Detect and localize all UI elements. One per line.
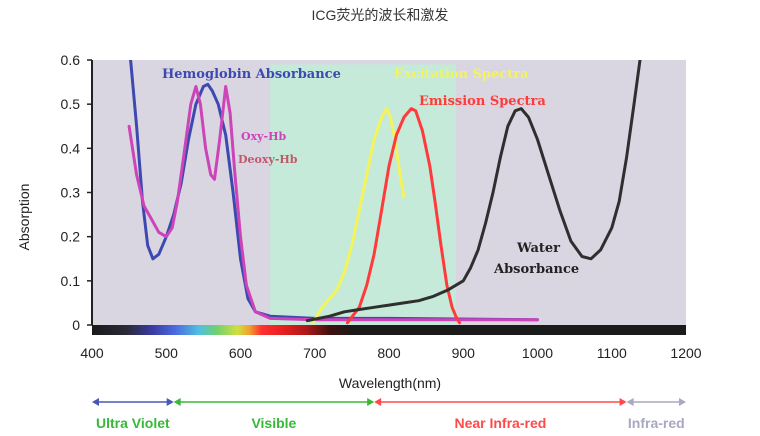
series-line-oxy-hb: [127, 85, 539, 322]
region-arrowhead-right: [166, 398, 174, 406]
region-arrowhead-right: [619, 398, 627, 406]
x-axis-label: Wavelength(nm): [339, 375, 441, 391]
y-tick-label: 0.1: [61, 273, 81, 289]
region-ultra-violet: Ultra Violet: [92, 398, 174, 431]
y-tick-label: 0.3: [61, 185, 81, 201]
region-arrowhead-left: [626, 398, 634, 406]
series-label-hemoglobin-absorbance: Hemoglobin Absorbance: [162, 67, 341, 82]
x-tick-label: 400: [80, 345, 104, 361]
annotation-deoxy-hb: Deoxy-Hb: [238, 153, 298, 166]
region-label: Near Infra-red: [454, 415, 546, 431]
x-tick-label: 900: [452, 345, 476, 361]
region-arrowhead-left: [173, 398, 181, 406]
region-near-infra-red: Near Infra-red: [374, 398, 627, 431]
region-infra-red: Infra-red: [626, 398, 686, 431]
series-label-excitation-spectra: Excitation Spectra: [394, 67, 529, 82]
region-label: Ultra Violet: [96, 415, 170, 431]
x-tick-label: 1000: [522, 345, 553, 361]
series-label-emission-spectra: Emission Spectra: [419, 94, 546, 109]
x-tick-label: 500: [155, 345, 179, 361]
series-line-water-absorbance: [305, 60, 642, 323]
y-tick-label: 0.2: [61, 229, 81, 245]
annotation-water: Water: [516, 241, 560, 256]
region-arrowhead-left: [92, 398, 99, 406]
annotation-oxy-hb: Oxy-Hb: [241, 130, 286, 143]
x-tick-label: 600: [229, 345, 253, 361]
spectrum-bar: [92, 325, 686, 335]
series-line-excitation-spectra: [311, 107, 406, 325]
spectral-regions: Ultra Violet Visible Near Infra-red Infra-r…: [92, 398, 686, 431]
x-tick-label: 1200: [670, 345, 701, 361]
region-arrowhead-right: [679, 398, 686, 406]
series-group: [127, 60, 642, 325]
y-tick-label: 0.5: [61, 96, 81, 112]
y-tick-label: 0: [72, 317, 80, 333]
axes: 0 0.1 0.2 0.3 0.4 0.5 0.6 400 500 600 700 800 900 100…: [61, 52, 702, 361]
region-arrowhead-left: [374, 398, 382, 406]
x-tick-label: 800: [377, 345, 401, 361]
x-tick-label: 1100: [597, 345, 627, 361]
plot-area: [92, 60, 686, 335]
x-tick-label: 700: [303, 345, 327, 361]
y-tick-label: 0.4: [61, 140, 81, 156]
annotation-absorbance: Absorbance: [493, 262, 579, 277]
region-label: Visible: [251, 415, 296, 431]
y-axis-label: Absorption: [16, 184, 32, 251]
region-arrowhead-right: [367, 398, 375, 406]
chart-title: ICG荧光的波长和激发: [312, 7, 449, 23]
y-tick-label: 0.6: [61, 52, 81, 68]
region-label: Infra-red: [628, 415, 685, 431]
region-visible: Visible: [173, 398, 375, 431]
